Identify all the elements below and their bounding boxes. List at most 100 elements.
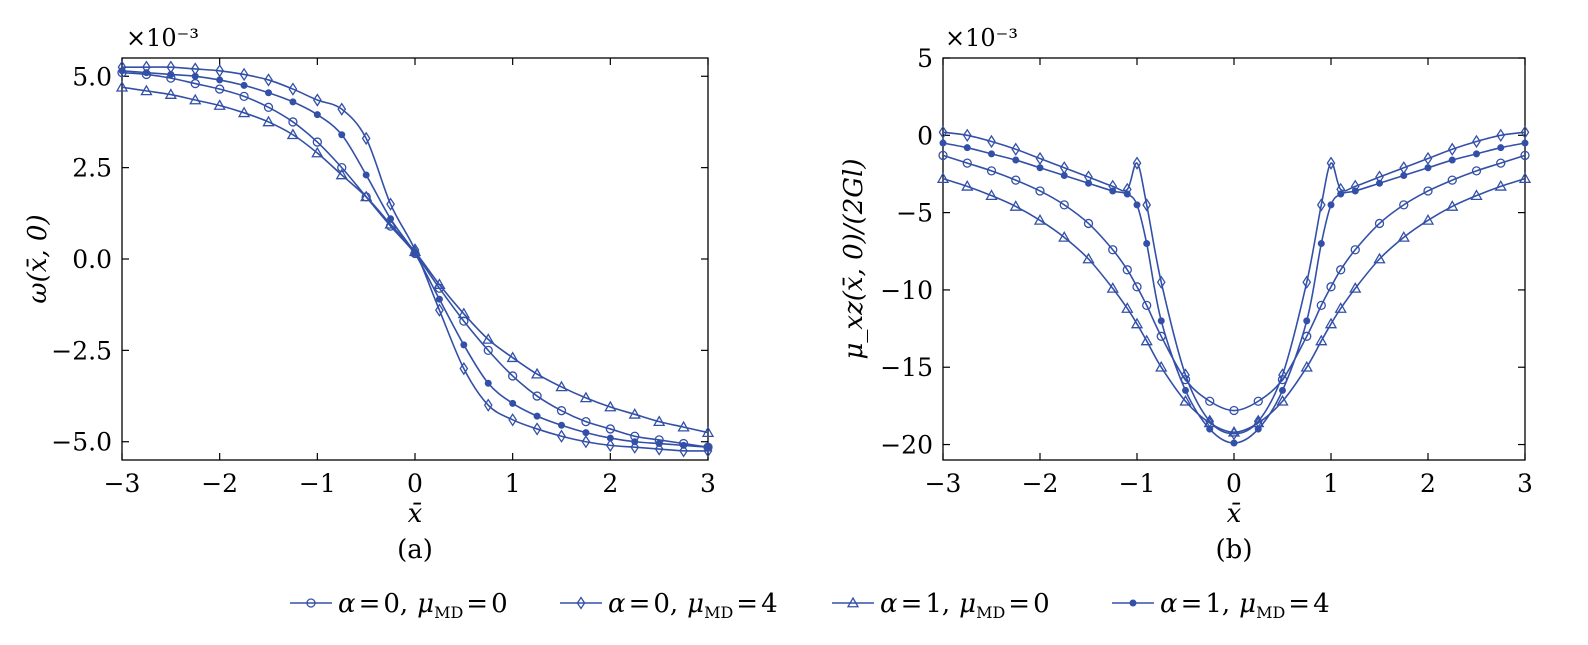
legend-marker-2: [576, 596, 586, 610]
panel-b-series-4-point: [1337, 190, 1345, 198]
panel-b-series-1-point: [1035, 186, 1045, 196]
legend-swatch-1: [290, 598, 332, 608]
panel-a-series-1-point: [508, 371, 518, 381]
panel-a-series: [115, 60, 715, 458]
panel-b-series-4-point: [1123, 190, 1131, 198]
panel-b-series-3-point: [961, 180, 974, 191]
panel-b-series-4-point: [1473, 150, 1480, 158]
panel-a-series-4-point: [265, 89, 272, 97]
panel-a-series-2-point: [361, 131, 371, 146]
panel-a-series-4-point: [655, 440, 663, 448]
panel-a-series-2-point: [630, 440, 640, 454]
panel-a-series-1-point: [556, 406, 567, 416]
panel-a-series-3-point: [262, 115, 275, 127]
panel-a-series-4-point: [460, 341, 468, 349]
panel-b-x-tick-label: 0: [1226, 469, 1242, 498]
legend-entry-3: α = 1, μMD = 0: [832, 589, 1050, 622]
panel-a-series-4-point: [533, 412, 541, 420]
panel-a-series-3-point: [213, 99, 226, 110]
panel-b-series-4-point: [1521, 139, 1529, 147]
panel-b-series-3: [936, 172, 1532, 437]
panel-a-series-3-point: [653, 415, 666, 427]
panel-a-caption: (a): [397, 535, 433, 565]
panel-a-series-4-point: [606, 434, 614, 442]
panel-a-series-4-point: [362, 171, 370, 179]
panel-a-series-2-point: [288, 82, 298, 96]
panel-b-series-2-line: [942, 131, 1526, 435]
panel-a-series-1-point: [215, 84, 225, 94]
panel-b-x-tick-label: −3: [925, 469, 962, 498]
panel-b-series-3-point: [1446, 200, 1459, 211]
panel-b-series-3-point: [1315, 334, 1328, 346]
panel-b-series-4-point: [1327, 201, 1335, 209]
panel-b-series-3-point: [1324, 317, 1338, 329]
panel-b-y-tick-label: −15: [880, 353, 933, 382]
panel-a-y-tick-label: 5.0: [72, 62, 112, 91]
panel-b-series-3-point: [1518, 172, 1532, 184]
panel-a-series-3-point: [311, 146, 324, 158]
panel-b-series-2-point: [1181, 368, 1190, 382]
panel-a-series-3-point: [555, 380, 568, 392]
panel-a-series-2-point: [386, 197, 395, 211]
panel-a-series-4-line: [121, 69, 709, 449]
panel-b-y-multiplier: ×10⁻³: [945, 24, 1018, 52]
panel-a-x-tick-label: 1: [505, 469, 521, 498]
panel-a-frame: [121, 57, 709, 461]
panel-a-series-4-point: [631, 438, 639, 446]
panel-b-series-4-point: [1012, 156, 1020, 164]
panel-a-series-4-point: [289, 98, 297, 106]
panel-a-series-3-point: [628, 408, 641, 419]
panel-b-series-1-point: [1316, 300, 1326, 311]
panel-b-series-4-point: [1279, 386, 1286, 394]
panel-b-x-tick-label: 2: [1420, 469, 1436, 498]
panel-a-series-2-point: [459, 361, 469, 376]
panel-a-series-1-point: [483, 345, 493, 356]
panel-b-x-tick-label: 1: [1323, 469, 1339, 498]
panel-a-x-tick-label: 2: [602, 469, 618, 498]
panel-b-series-3-point: [1130, 317, 1144, 329]
panel-a-series-3-point: [530, 367, 544, 379]
panel-b-series-4-point: [1085, 179, 1092, 187]
panel-a-series-2: [117, 60, 713, 458]
panel-b-series-4-point: [1424, 164, 1432, 172]
panel-a-ticks: −3 −2 −1 0 1 2 3 −5.0 −2.5 0.0 2.5 5.0: [51, 58, 716, 498]
panel-b-series-4-point: [1060, 172, 1068, 180]
panel-b-series-2-point: [1132, 156, 1142, 170]
panel-b-series-3-point: [1349, 282, 1362, 293]
panel-b-series-4-point: [1157, 317, 1165, 325]
panel-b-series: [936, 125, 1532, 447]
panel-a-x-tick-label: 0: [407, 469, 423, 498]
panel-a-series-4-point: [558, 421, 565, 429]
panel-a-series-4-point: [313, 111, 321, 119]
panel-b-y-axis-title: μ_xz(x̄, 0)/(2Gl): [839, 159, 869, 360]
panel-b-series-3-point: [1373, 252, 1386, 264]
panel-b-series-3-point: [1276, 394, 1289, 406]
panel-b-series-1-point: [1122, 265, 1132, 275]
panel-b-series-1-point: [1132, 282, 1142, 292]
panel-b-series-4-point: [1448, 156, 1456, 164]
panel-b-series-3-point: [1058, 231, 1071, 242]
panel-b-series-2-point: [1011, 142, 1021, 156]
legend-swatch-2: [560, 596, 602, 610]
panel-a-series-2-point: [532, 422, 542, 436]
panel-a-series-1-point: [337, 162, 347, 173]
panel-b-series-1-point: [1374, 218, 1385, 229]
panel-b-y-tick-label: 0: [917, 121, 933, 150]
panel-a-series-4-point: [435, 295, 443, 303]
panel-a-series-3-point: [457, 307, 470, 319]
panel-b-series-3-point: [1033, 214, 1047, 225]
legend-marker-4: [1129, 599, 1137, 607]
panel-b-series-2-point: [1423, 151, 1433, 166]
panel-a-series-3-point: [579, 391, 593, 403]
panel-b-x-tick-label: −2: [1022, 469, 1059, 498]
panel-a-series-4-point: [411, 250, 419, 258]
panel-a-series-1-point: [239, 91, 249, 102]
panel-a-series-2-point: [239, 67, 249, 82]
panel-b-series-4: [939, 139, 1529, 447]
legend-label-4: α = 1, μMD = 4: [1160, 589, 1330, 622]
panel-a-series-3-point: [237, 106, 251, 118]
panel-b-series-3-point: [1082, 252, 1095, 264]
panel-a-series-4-point: [582, 429, 590, 437]
panel-a-series-4-point: [338, 131, 346, 139]
panel-b-series-3-point: [1227, 425, 1241, 437]
